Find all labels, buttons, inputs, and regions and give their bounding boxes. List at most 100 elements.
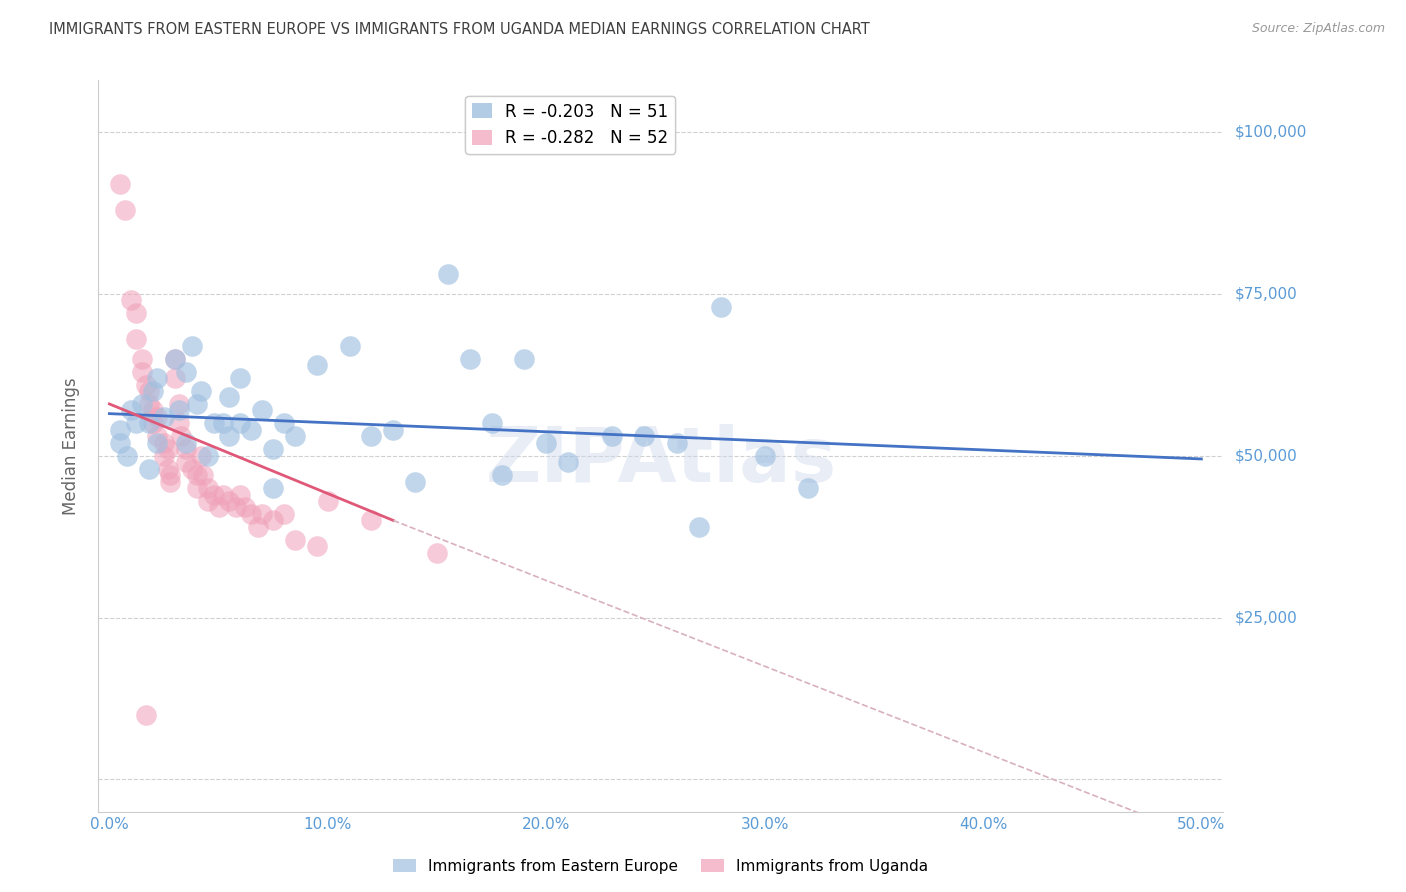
Point (193, 468, 215, 483)
Point (225, 500, 247, 515)
Point (146, 409, 169, 424)
Point (146, 435, 169, 450)
Point (115, 449, 138, 463)
Point (163, 371, 186, 385)
Point (131, 365, 153, 379)
Point (181, 339, 204, 353)
Point (404, 475, 426, 489)
Point (110, 435, 132, 450)
Point (273, 417, 295, 431)
Point (218, 391, 240, 405)
Point (513, 351, 536, 366)
Point (142, 417, 165, 431)
Point (153, 435, 176, 450)
Point (120, 403, 142, 417)
Y-axis label: Median Earnings: Median Earnings (62, 377, 80, 515)
Point (167, 397, 190, 411)
Text: $75,000: $75,000 (1234, 286, 1298, 301)
Point (797, 481, 820, 495)
Point (135, 707, 157, 722)
Point (233, 500, 256, 515)
Point (339, 339, 361, 353)
Point (157, 442, 180, 457)
Text: $100,000: $100,000 (1234, 125, 1306, 139)
Point (212, 487, 235, 501)
Point (153, 409, 176, 424)
Point (437, 268, 460, 282)
Point (159, 468, 181, 483)
Point (181, 461, 204, 475)
Point (273, 507, 295, 521)
Text: IMMIGRANTS FROM EASTERN EUROPE VS IMMIGRANTS FROM UGANDA MEDIAN EARNINGS CORRELA: IMMIGRANTS FROM EASTERN EUROPE VS IMMIGR… (49, 22, 870, 37)
Point (138, 384, 160, 398)
Text: Source: ZipAtlas.com: Source: ZipAtlas.com (1251, 22, 1385, 36)
Point (197, 481, 219, 495)
Text: $25,000: $25,000 (1234, 610, 1298, 625)
Point (138, 461, 160, 475)
Point (124, 417, 146, 431)
Point (202, 487, 225, 501)
Point (167, 417, 190, 431)
Point (146, 371, 169, 385)
Point (240, 507, 263, 521)
Point (202, 417, 225, 431)
Point (426, 546, 449, 560)
Legend: R = -0.203   N = 51, R = -0.282   N = 52: R = -0.203 N = 51, R = -0.282 N = 52 (465, 96, 675, 153)
Point (633, 429, 655, 443)
Point (190, 384, 212, 398)
Point (174, 365, 197, 379)
Point (710, 300, 733, 314)
Point (170, 429, 193, 443)
Point (252, 403, 274, 417)
Point (142, 403, 165, 417)
Point (186, 468, 208, 483)
Point (262, 481, 284, 495)
Point (157, 461, 180, 475)
Point (124, 332, 146, 346)
Point (110, 423, 132, 437)
Point (284, 429, 307, 443)
Point (600, 429, 623, 443)
Point (110, 177, 132, 191)
Point (190, 449, 212, 463)
Point (131, 397, 153, 411)
Point (174, 442, 197, 457)
Point (212, 417, 235, 431)
Point (229, 487, 252, 501)
Point (207, 500, 229, 515)
Point (284, 533, 307, 547)
Point (688, 520, 710, 534)
Point (167, 403, 190, 417)
Point (252, 507, 274, 521)
Point (240, 423, 263, 437)
Point (146, 429, 169, 443)
Point (534, 435, 557, 450)
Point (481, 417, 503, 431)
Point (360, 513, 382, 527)
Point (142, 384, 165, 398)
Point (163, 351, 186, 366)
Point (262, 442, 284, 457)
Point (229, 371, 252, 385)
Point (138, 417, 160, 431)
Point (382, 423, 405, 437)
Point (458, 351, 481, 366)
Point (135, 377, 157, 392)
Point (159, 475, 181, 489)
Point (174, 455, 197, 469)
Point (666, 435, 689, 450)
Point (186, 481, 208, 495)
Point (131, 351, 153, 366)
Point (138, 397, 160, 411)
Point (153, 449, 176, 463)
Text: ZIPAtlas: ZIPAtlas (485, 424, 837, 498)
Point (754, 449, 776, 463)
Point (218, 494, 240, 508)
Legend: Immigrants from Eastern Europe, Immigrants from Uganda: Immigrants from Eastern Europe, Immigran… (387, 853, 935, 880)
Point (218, 429, 240, 443)
Point (114, 202, 136, 217)
Point (491, 468, 513, 483)
Point (197, 494, 219, 508)
Point (305, 539, 328, 553)
Point (174, 435, 197, 450)
